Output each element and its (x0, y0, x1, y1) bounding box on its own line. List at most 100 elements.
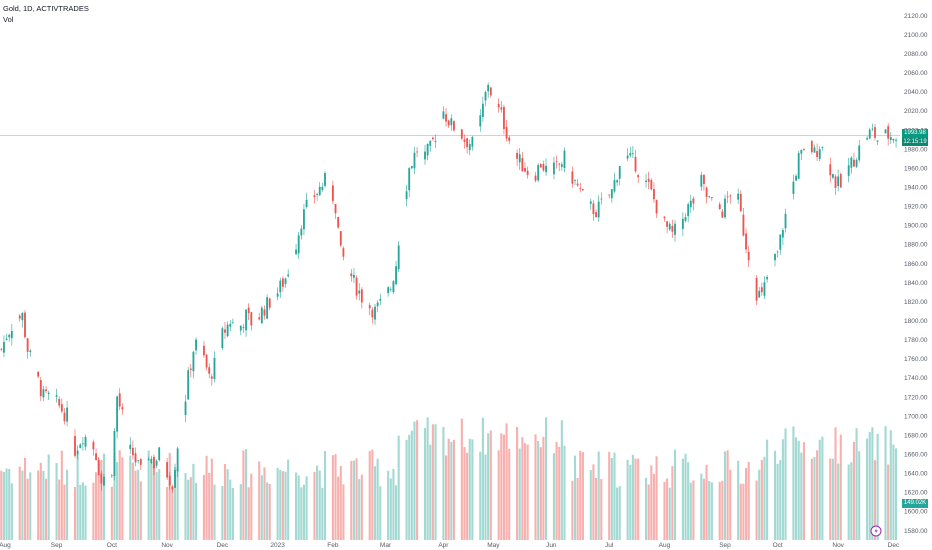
candle-body (3, 342, 5, 353)
candle-body (342, 248, 345, 257)
volume-bar (281, 471, 284, 540)
volume-bar (166, 486, 169, 540)
candle-body (466, 138, 469, 148)
lightning-icon[interactable] (870, 525, 882, 537)
volume-bar (245, 449, 248, 540)
volume-bar (755, 480, 758, 540)
volume-bar (502, 434, 505, 540)
volume-bar (147, 450, 150, 540)
candle-body (710, 197, 713, 199)
candle-body (434, 141, 437, 142)
candle-body (692, 198, 695, 204)
candle-body (389, 289, 392, 291)
y-tick-label: 1720.00 (904, 394, 928, 401)
candle-body (47, 392, 50, 394)
candle-body (158, 447, 161, 461)
volume-bar (652, 473, 655, 540)
volume-bar (868, 432, 871, 540)
volume-bar (479, 451, 482, 540)
candle-body (263, 309, 266, 316)
candle-body (226, 324, 229, 337)
candle-body (239, 325, 242, 331)
candle-body (313, 195, 316, 198)
candle-body (776, 251, 779, 253)
candle-body (742, 214, 745, 236)
candle-body (571, 171, 574, 184)
candle-body (129, 444, 132, 450)
candle-body (534, 175, 537, 181)
volume-bar (831, 458, 834, 540)
candle-body (284, 278, 287, 285)
candle-body (0, 348, 3, 350)
volume-bar (139, 481, 142, 540)
volume-bar (739, 483, 742, 540)
volume-bar (837, 463, 840, 540)
candle-body (39, 380, 42, 397)
volume-bar (355, 458, 358, 540)
candle-body (176, 448, 179, 472)
volume-bar (505, 423, 508, 540)
volume-bar (471, 439, 474, 540)
volume-bar (23, 457, 27, 540)
volume-bar (58, 479, 61, 540)
volume-bar (839, 434, 842, 540)
volume-bar (821, 436, 824, 540)
candle-body (703, 174, 705, 184)
candle-body (168, 475, 171, 486)
candle-body (545, 165, 547, 173)
candle-body (681, 218, 684, 229)
candle-body (153, 456, 155, 469)
x-tick-label: Dec (217, 542, 229, 549)
volume-bar (629, 464, 632, 540)
candle-body (560, 164, 563, 167)
candle-body (118, 393, 121, 407)
y-tick-label: 1700.00 (904, 413, 928, 420)
y-tick-label: 1960.00 (904, 165, 928, 172)
candle-body (484, 91, 487, 101)
candle-body (429, 140, 432, 146)
candle-body (266, 297, 269, 319)
candle-body (250, 312, 253, 326)
volume-bar (316, 465, 319, 540)
candle-body (721, 211, 724, 218)
candle-body (637, 175, 640, 178)
candle-body (813, 147, 816, 153)
volume-bar (637, 458, 640, 540)
candle-body (450, 118, 453, 126)
candle-body (305, 199, 308, 208)
volume-legend-label: Vol (3, 15, 14, 24)
candle-body (653, 189, 655, 200)
candle-body (666, 221, 669, 227)
volume-bar (137, 469, 140, 540)
candle-body (866, 138, 869, 140)
candle-body (139, 459, 142, 465)
volume-bar (445, 455, 448, 540)
candle-body (442, 111, 445, 119)
volume-bar (626, 459, 629, 540)
candle-body (113, 431, 116, 477)
candle-body (187, 370, 190, 400)
candle-body (171, 486, 174, 490)
candle-body (468, 144, 471, 151)
volume-bar (397, 435, 400, 540)
candle-body (245, 309, 247, 331)
volume-bar (747, 462, 750, 540)
candle-body (745, 233, 747, 250)
volume-bar (2, 471, 5, 540)
x-tick-label: Apr (438, 542, 449, 549)
candle-body (671, 225, 674, 232)
volume-bar (266, 482, 269, 540)
volume-bar (489, 430, 492, 540)
volume-bar (460, 418, 463, 540)
volume-bar (737, 460, 740, 540)
volume-bar (871, 427, 874, 540)
y-tick-label: 1940.00 (904, 184, 928, 191)
volume-bar (816, 450, 819, 540)
volume-bar (723, 451, 727, 540)
volume-bar (800, 452, 803, 540)
volume-bar (297, 475, 300, 540)
candle-body (63, 412, 66, 422)
candle-body (376, 302, 379, 307)
candle-body (608, 194, 611, 196)
